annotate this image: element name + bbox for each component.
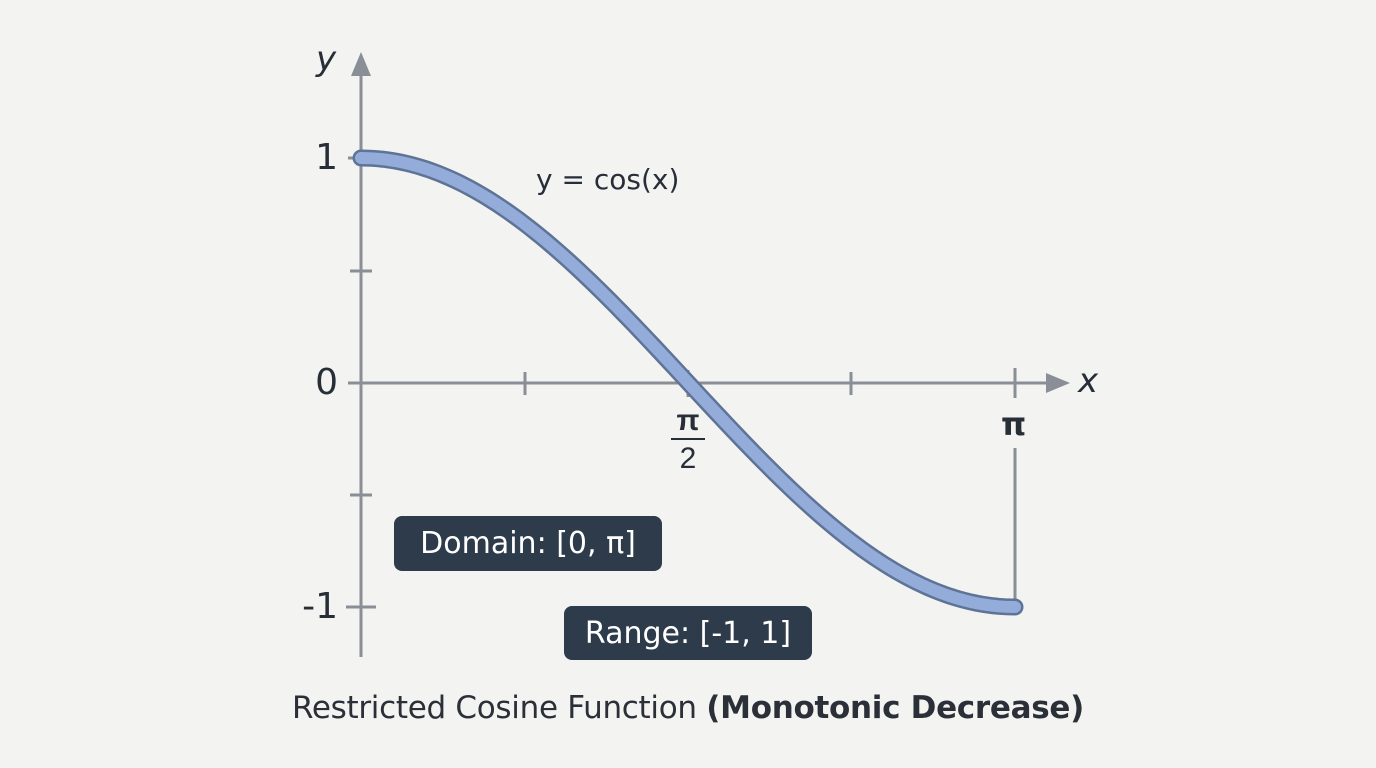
x-axis-label: x <box>1078 361 1099 401</box>
x-tick-label-pi: π <box>1001 405 1027 443</box>
x-axis-arrow-icon <box>1046 373 1070 393</box>
caption-normal: Restricted Cosine Function <box>292 690 707 726</box>
domain-badge: Domain: [0, π] <box>394 516 662 571</box>
cosine-curve <box>355 152 1021 613</box>
y-tick-label-1: 1 <box>315 137 338 178</box>
caption-bold: Monotonic Decrease <box>720 690 1071 726</box>
chart-caption: Restricted Cosine Function (Monotonic De… <box>0 690 1376 726</box>
fraction-bar <box>671 438 705 440</box>
fraction-denominator: 2 <box>679 442 697 475</box>
range-badge: Range: [-1, 1] <box>564 606 812 660</box>
x-tick-label-half-pi: π 2 <box>668 406 708 474</box>
y-tick-label-0: 0 <box>315 362 338 403</box>
caption-close-paren: ) <box>1070 690 1084 726</box>
fraction-numerator: π <box>676 404 700 437</box>
y-tick-label-neg1: -1 <box>302 586 338 627</box>
caption-open-paren: ( <box>706 690 721 726</box>
y-axis-label: y <box>316 39 337 79</box>
y-axis-arrow-icon <box>351 52 371 76</box>
function-label: y = cos(x) <box>536 163 680 196</box>
